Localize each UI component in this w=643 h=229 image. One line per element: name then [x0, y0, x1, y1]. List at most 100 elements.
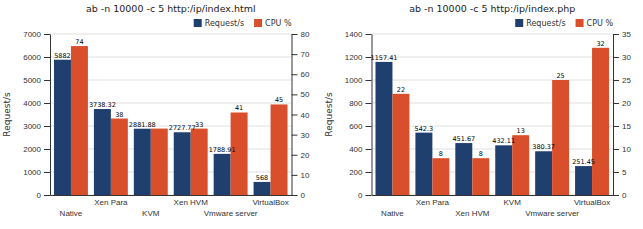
- bar: [151, 129, 168, 195]
- panel: 020040060080010001200140005101520253035N…: [324, 3, 632, 218]
- tick-label: KVM: [142, 209, 160, 218]
- tick-mark: [44, 57, 50, 58]
- tick-mark: [613, 172, 619, 173]
- tick-mark: [366, 172, 372, 173]
- tick-mark: [292, 155, 298, 156]
- tick-label: 35: [622, 30, 631, 39]
- legend-swatch: [254, 19, 262, 27]
- tick-label: 40: [301, 111, 310, 120]
- y-axis-title: Request/s: [324, 92, 334, 137]
- data-label: 13: [517, 127, 525, 135]
- tick-label: 5: [622, 168, 627, 177]
- bar: [495, 145, 512, 195]
- bar: [134, 129, 151, 195]
- tick-label: 600: [349, 122, 363, 131]
- tick-label: 50: [301, 90, 310, 99]
- tick: VirtualBox: [252, 198, 288, 207]
- data-label: 451.67: [452, 135, 475, 143]
- data-label: 2727.77: [169, 124, 196, 132]
- tick-mark: [613, 149, 619, 150]
- data-label: 8: [439, 150, 443, 158]
- tick: 4000: [23, 99, 50, 108]
- tick-label: 0: [358, 191, 363, 200]
- panel: 0100020003000400050006000700001020304050…: [2, 3, 310, 218]
- tick-label: 7000: [23, 30, 41, 39]
- data-label: 74: [75, 38, 83, 46]
- tick-label: 800: [349, 99, 363, 108]
- tick-label: Native: [60, 209, 83, 218]
- tick-label: Vmware server: [204, 209, 258, 218]
- bar: [254, 182, 271, 195]
- tick: 400: [349, 145, 371, 154]
- tick-label: 3000: [23, 122, 41, 131]
- tick-mark: [613, 126, 619, 127]
- legend: Request/sCPU %: [515, 19, 613, 28]
- tick: 60: [292, 70, 310, 79]
- tick-mark: [44, 103, 50, 104]
- axis-line: [51, 195, 293, 196]
- data-label: 432.11: [492, 137, 515, 145]
- data-label: 3738.32: [89, 101, 116, 109]
- legend: Request/sCPU %: [194, 19, 292, 28]
- grid: [50, 34, 292, 195]
- grid-line: [50, 34, 292, 35]
- tick-mark: [613, 195, 619, 196]
- tick-label: 70: [301, 50, 310, 59]
- tick-mark: [613, 80, 619, 81]
- tick: 70: [292, 50, 310, 59]
- axis-line: [372, 195, 614, 196]
- y-axis: 01000200030004000500060007000: [23, 30, 50, 200]
- tick: 1000: [345, 76, 372, 85]
- legend-label: CPU %: [265, 19, 292, 28]
- data-label: 32: [596, 40, 604, 48]
- bar: [432, 158, 449, 195]
- tick-mark: [292, 74, 298, 75]
- tick-mark: [366, 34, 372, 35]
- tick: 2000: [23, 145, 50, 154]
- title: ab -n 10000 -c 5 http:/ip/index.php: [409, 3, 575, 14]
- data-label: 33: [195, 121, 203, 129]
- tick-mark: [366, 195, 372, 196]
- y2-axis: 01020304050607080: [292, 30, 310, 200]
- grid-line: [372, 34, 614, 35]
- bar: [94, 109, 111, 195]
- tick-label: 0: [37, 191, 42, 200]
- tick: 7000: [23, 30, 50, 39]
- tick: Xen Para: [416, 198, 450, 207]
- data-label: 22: [397, 86, 405, 94]
- legend-item: CPU %: [576, 19, 614, 28]
- bar: [54, 60, 71, 195]
- data-label: 8: [479, 150, 483, 158]
- tick-label: 20: [622, 99, 631, 108]
- tick-label: 1200: [345, 53, 363, 62]
- tick: 25: [613, 76, 631, 85]
- bars: [54, 46, 288, 195]
- bar: [375, 62, 392, 195]
- bar: [415, 133, 432, 195]
- title: ab -n 10000 -c 5 http:/ip/index.html: [86, 3, 256, 14]
- legend-swatch: [576, 19, 584, 27]
- tick: 1200: [345, 53, 372, 62]
- tick: Native: [381, 209, 404, 218]
- tick-mark: [366, 149, 372, 150]
- data-label: 45: [275, 96, 283, 104]
- data-labels: 1157.41542.3451.67432.11380.37251.452288…: [371, 40, 605, 166]
- legend-swatch: [515, 19, 523, 27]
- bar-series: [375, 62, 592, 195]
- data-labels: 58823738.322881.882727.771788.9156874383…: [54, 38, 283, 182]
- tick-label: 0: [622, 191, 627, 200]
- tick: Vmware server: [204, 209, 258, 218]
- tick: 20: [292, 151, 310, 160]
- tick: 50: [292, 90, 310, 99]
- tick: Xen HVM: [174, 198, 209, 207]
- tick-label: Vmware server: [525, 209, 579, 218]
- tick: VirtualBox: [574, 198, 610, 207]
- tick-label: 25: [622, 76, 631, 85]
- bar: [472, 158, 489, 195]
- tick: 10: [292, 171, 310, 180]
- tick-mark: [292, 54, 298, 55]
- tick: Native: [60, 209, 83, 218]
- tick: Xen Para: [94, 198, 128, 207]
- tick-label: 10: [301, 171, 310, 180]
- tick-mark: [44, 126, 50, 127]
